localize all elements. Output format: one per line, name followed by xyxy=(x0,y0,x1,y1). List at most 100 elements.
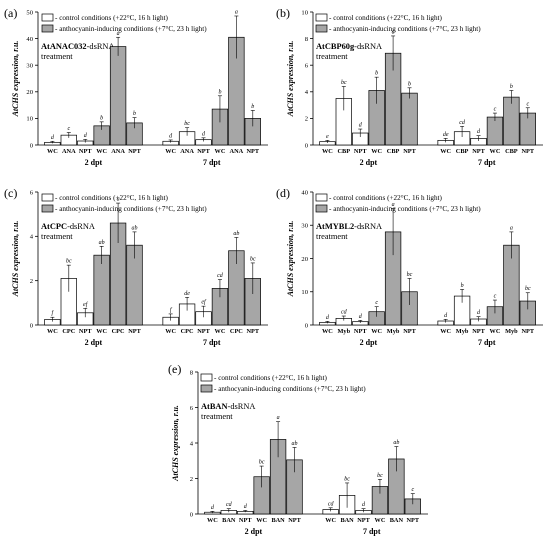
y-tick-label: 0 xyxy=(190,511,194,518)
significance-letter: b xyxy=(510,84,513,90)
significance-letter: bc xyxy=(341,80,347,86)
category-label: WC xyxy=(490,328,501,335)
treatment-suffix: -dsRNA xyxy=(87,42,115,51)
category-label: BAN xyxy=(271,517,285,524)
category-label: BAN xyxy=(390,517,404,524)
group-label: 7 dpt xyxy=(478,158,496,167)
group-label: 7 dpt xyxy=(363,527,381,536)
significance-letter: c xyxy=(67,126,70,132)
y-tick-label: 0 xyxy=(30,322,34,329)
significance-letter: c xyxy=(411,487,414,493)
category-label: CPC xyxy=(230,328,243,335)
treatment-suffix: -dsRNA xyxy=(354,222,382,231)
bar xyxy=(486,116,504,146)
treatment-word: treatment xyxy=(41,52,73,61)
significance-letter: d xyxy=(359,123,363,129)
category-label: NPT xyxy=(406,517,419,524)
treatment-gene: AtCBP60g xyxy=(316,42,355,51)
significance-letter: d xyxy=(444,313,448,319)
category-label: NPT xyxy=(239,517,252,524)
y-tick-label: 2 xyxy=(30,278,33,285)
y-tick-label: 50 xyxy=(26,9,33,16)
panel-e-label: (e) xyxy=(168,362,181,376)
significance-letter: b xyxy=(218,89,221,95)
legend-label-control: - control conditions (+22°C, 16 h light) xyxy=(55,194,169,202)
group-label: 2 dpt xyxy=(245,527,263,536)
significance-letter: c xyxy=(375,300,378,306)
legend-swatch-anthocyanin xyxy=(41,24,54,33)
category-label: WC xyxy=(371,148,382,155)
legend-swatch-control xyxy=(315,13,328,22)
significance-letter: bc xyxy=(184,121,190,127)
category-label: NPT xyxy=(197,148,210,155)
category-label: NPT xyxy=(246,328,259,335)
significance-letter: c xyxy=(526,101,529,107)
significance-letter: cd xyxy=(328,501,335,507)
treatment-label: AtANAC032-dsRNA xyxy=(41,42,115,51)
category-label: WC xyxy=(207,517,218,524)
significance-letter: a xyxy=(117,31,120,37)
category-label: Myb xyxy=(505,328,518,335)
y-tick-label: 6 xyxy=(305,63,309,70)
significance-letter: cd xyxy=(459,120,466,126)
significance-letter: d xyxy=(51,135,55,141)
category-label: CPC xyxy=(112,328,125,335)
y-tick-label: 30 xyxy=(26,63,33,70)
legend-label-control: - control conditions (+22°C, 16 h light) xyxy=(329,14,443,22)
treatment-label: AtCBP60g-dsRNA xyxy=(316,42,382,51)
category-label: WC xyxy=(96,328,107,335)
category-label: CBP xyxy=(456,148,469,155)
significance-letter: d xyxy=(359,314,363,320)
significance-letter: b xyxy=(375,71,378,77)
significance-letter: d xyxy=(84,133,88,139)
significance-letter: a xyxy=(510,225,513,231)
category-label: Myb xyxy=(456,328,469,335)
y-tick-label: 20 xyxy=(301,256,308,263)
significance-letter: bc xyxy=(525,286,531,292)
panel-b-chart: (b) 0 2 4 6 8 10 AtCHS expression, r.u. - contro… xyxy=(276,6,543,167)
category-label: BAN xyxy=(340,517,354,524)
treatment-label: AtBAN-dsRNA xyxy=(201,402,255,411)
category-label: NPT xyxy=(472,148,485,155)
significance-letter: ab xyxy=(393,440,399,446)
significance-letter: a xyxy=(235,9,238,15)
category-label: WC xyxy=(47,148,58,155)
bar xyxy=(401,92,418,146)
significance-letter: ab xyxy=(233,231,239,237)
category-label: NPT xyxy=(403,328,416,335)
panel-b-label: (b) xyxy=(276,6,290,20)
significance-letter: ab xyxy=(292,441,298,447)
significance-letter: d xyxy=(211,505,215,511)
significance-letter: d xyxy=(244,504,248,510)
category-label: WC xyxy=(47,328,58,335)
significance-letter: cd xyxy=(226,502,233,508)
significance-letter: a xyxy=(392,202,395,208)
significance-letter: b xyxy=(100,115,103,121)
y-tick-label: 20 xyxy=(26,89,33,96)
category-label: CPC xyxy=(181,328,194,335)
panel-c-label: (c) xyxy=(4,186,17,200)
category-label: NPT xyxy=(288,517,301,524)
category-label: BAN xyxy=(222,517,236,524)
significance-letter: d xyxy=(202,131,206,137)
y-tick-label: 40 xyxy=(301,189,308,196)
y-tick-label: 4 xyxy=(30,234,34,241)
category-label: ANA xyxy=(62,148,76,155)
panel-a-chart: (a) 0 10 20 30 40 50 AtCHS expression, r.u. - co… xyxy=(4,6,268,167)
significance-letter: bc xyxy=(407,272,413,278)
category-label: NPT xyxy=(79,148,92,155)
significance-letter: cd xyxy=(217,273,224,279)
category-label: WC xyxy=(215,328,226,335)
y-tick-label: 6 xyxy=(30,189,34,196)
category-label: NPT xyxy=(197,328,210,335)
treatment-suffix: -dsRNA xyxy=(354,42,382,51)
significance-letter: bc xyxy=(259,460,265,466)
category-label: CBP xyxy=(387,148,400,155)
category-label: WC xyxy=(165,148,176,155)
y-tick-label: 0 xyxy=(30,142,34,149)
treatment-word: treatment xyxy=(201,412,233,421)
y-axis-title: AtCHS expression, r.u. xyxy=(286,221,295,298)
legend-swatch-control xyxy=(200,373,213,382)
treatment-gene: AtCPC xyxy=(41,222,67,231)
significance-letter: b xyxy=(408,81,411,87)
